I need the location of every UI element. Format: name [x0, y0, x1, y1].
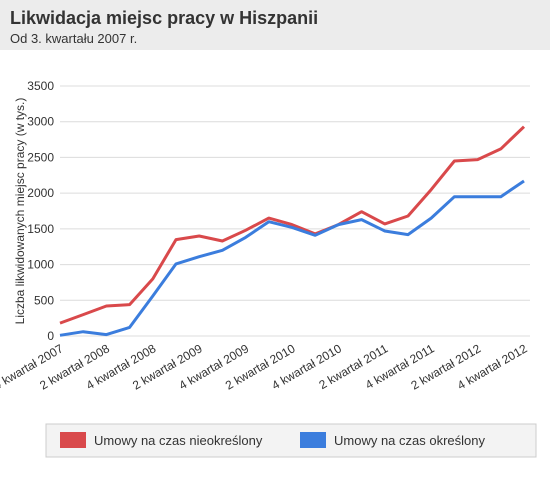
legend [45, 423, 537, 458]
legend-label: Umowy na czas nieokreślony [94, 433, 263, 448]
data-line [59, 125, 526, 325]
y-tick-label: 2500 [27, 150, 54, 164]
y-tick-label: 1000 [27, 258, 54, 272]
legend-swatch [60, 432, 86, 448]
y-axis-label: Liczba likwidowanych miejsc pracy (w tys… [13, 98, 27, 325]
chart-subtitle: Od 3. kwartału 2007 r. [10, 31, 137, 46]
legend-label: Umowy na czas określony [334, 433, 485, 448]
chart-title: Likwidacja miejsc pracy w Hiszpanii [10, 8, 318, 28]
header [0, 0, 550, 50]
y-tick-label: 3000 [27, 115, 54, 129]
y-tick-label: 0 [47, 329, 54, 343]
legend-swatch [300, 432, 326, 448]
data-line [59, 179, 525, 337]
y-tick-label: 1500 [27, 222, 54, 236]
y-tick-label: 2000 [27, 186, 54, 200]
y-tick-label: 500 [34, 293, 54, 307]
y-tick-label: 3500 [27, 79, 54, 93]
